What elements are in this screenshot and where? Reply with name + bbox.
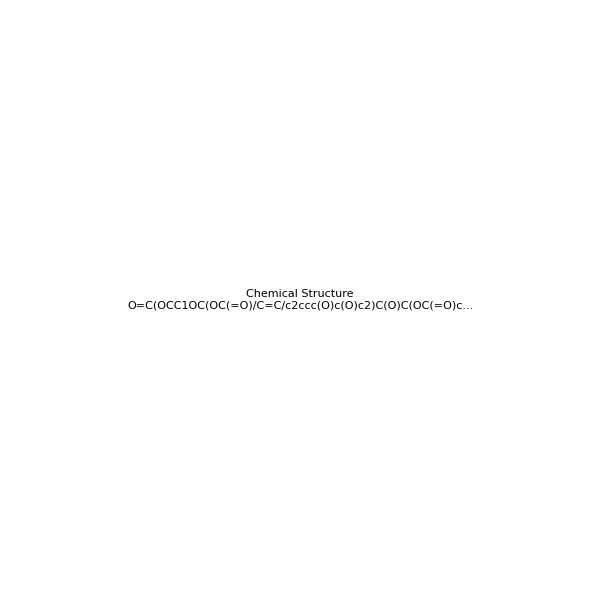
Text: Chemical Structure
O=C(OCC1OC(OC(=O)/C=C/c2ccc(O)c(O)c2)C(O)C(OC(=O)c...: Chemical Structure O=C(OCC1OC(OC(=O)/C=C… xyxy=(127,289,473,311)
